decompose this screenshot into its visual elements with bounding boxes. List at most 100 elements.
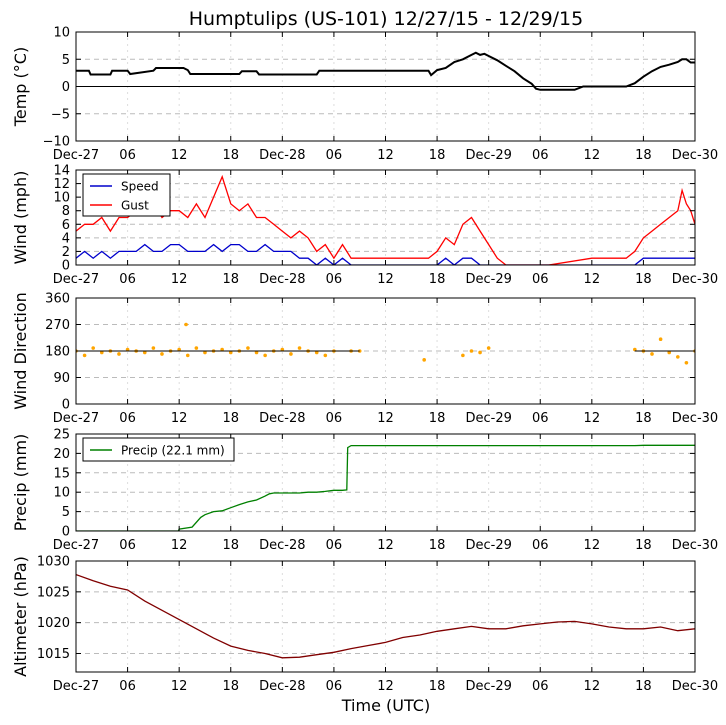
- x-tick-label: 12: [171, 148, 188, 163]
- x-tick-label: Dec-29: [465, 538, 511, 553]
- y-tick-label: 0: [62, 80, 70, 95]
- x-tick-label: 12: [584, 272, 601, 287]
- x-tick-label: Dec-30: [672, 272, 718, 287]
- y-tick-label: 12: [53, 177, 70, 192]
- data-point: [461, 353, 465, 358]
- x-tick-label: 18: [429, 148, 446, 163]
- y-axis-label: Temp (°C): [11, 47, 30, 127]
- x-tick-label: Dec-27: [53, 148, 99, 163]
- x-tick-label: 12: [171, 679, 188, 694]
- y-tick-label: 10: [53, 191, 70, 206]
- y-tick-label: 360: [45, 292, 70, 307]
- x-tick-label: 12: [584, 411, 601, 426]
- data-point: [684, 360, 689, 365]
- x-tick-label: Dec-27: [53, 272, 99, 287]
- data-point: [203, 350, 207, 355]
- y-tick-label: 10: [53, 486, 70, 501]
- series-line: [76, 573, 695, 659]
- x-tick-label: Dec-27: [53, 538, 99, 553]
- x-tick-label: Dec-30: [672, 679, 718, 694]
- data-point: [142, 350, 147, 355]
- x-tick-label: 12: [377, 679, 394, 694]
- x-tick-label: Dec-28: [259, 272, 305, 287]
- data-point: [650, 352, 654, 356]
- y-axis-label: Wind Direction: [11, 292, 30, 410]
- x-tick-label: 18: [635, 538, 652, 553]
- x-tick-label: 12: [377, 411, 394, 426]
- x-tick-label: 18: [222, 411, 239, 426]
- x-tick-label: 12: [377, 538, 394, 553]
- x-axis-label: Time (UTC): [341, 696, 430, 715]
- x-tick-label: Dec-29: [465, 148, 511, 163]
- x-tick-label: 18: [429, 411, 446, 426]
- y-tick-label: 1015: [37, 647, 70, 662]
- data-point: [667, 350, 672, 355]
- x-tick-label: 18: [635, 411, 652, 426]
- data-point: [228, 350, 233, 355]
- x-tick-label: 18: [635, 272, 652, 287]
- legend-label: Gust: [121, 199, 149, 213]
- x-tick-label: 06: [532, 538, 549, 553]
- panel-4: 1030 1025 1020 1015 Dec-27 06 12 18 Dec-28 06 12 18…: [11, 555, 718, 695]
- data-point: [357, 349, 362, 353]
- data-point: [185, 353, 190, 358]
- x-tick-label: 18: [429, 272, 446, 287]
- x-tick-label: Dec-30: [672, 538, 718, 553]
- y-tick-label: 90: [53, 371, 70, 386]
- y-tick-label: 15: [53, 466, 70, 481]
- x-tick-label: 06: [119, 679, 136, 694]
- series-line-speed: [76, 243, 695, 265]
- data-point: [263, 353, 267, 358]
- data-point: [246, 346, 250, 350]
- y-tick-label: 0: [62, 525, 70, 540]
- x-tick-label: 18: [429, 538, 446, 553]
- legend: Precip (22.1 mm): [82, 437, 235, 462]
- x-tick-label: Dec-27: [53, 679, 99, 694]
- data-point: [184, 322, 188, 327]
- y-tick-label: 20: [53, 447, 70, 462]
- data-point: [422, 358, 426, 362]
- y-axis-label: Precip (mm): [11, 434, 30, 532]
- data-point: [314, 350, 319, 355]
- x-tick-label: Dec-27: [53, 411, 99, 426]
- plot-area: [76, 51, 695, 91]
- x-tick-label: Dec-29: [465, 272, 511, 287]
- x-tick-label: Dec-29: [465, 411, 511, 426]
- series-line-precip: [76, 444, 695, 531]
- y-tick-label: −10: [43, 135, 70, 150]
- x-tick-label: 18: [222, 148, 239, 163]
- plot-area: [76, 573, 695, 659]
- data-point: [469, 349, 474, 353]
- y-tick-label: 0: [62, 259, 70, 274]
- chart-title: Humptulips (US-101) 12/27/15 - 12/29/15: [189, 8, 584, 30]
- legend-box: [82, 437, 235, 462]
- y-tick-label: 5: [62, 53, 70, 68]
- x-tick-label: 06: [326, 538, 343, 553]
- data-point: [125, 347, 130, 352]
- data-point: [280, 347, 285, 352]
- x-tick-label: 06: [532, 148, 549, 163]
- x-tick-label: 06: [532, 679, 549, 694]
- x-tick-label: 06: [119, 148, 136, 163]
- x-tick-label: 06: [326, 148, 343, 163]
- data-point: [323, 353, 328, 358]
- x-tick-label: 12: [584, 148, 601, 163]
- data-point: [91, 346, 95, 350]
- y-tick-label: 25: [53, 428, 70, 443]
- x-tick-label: 18: [635, 148, 652, 163]
- y-tick-label: 4: [62, 231, 70, 246]
- x-tick-label: 06: [326, 272, 343, 287]
- x-tick-label: Dec-30: [672, 148, 718, 163]
- x-tick-label: 06: [119, 538, 136, 553]
- y-tick-label: −5: [51, 107, 70, 122]
- y-tick-label: 1020: [37, 616, 70, 631]
- x-tick-label: Dec-30: [672, 411, 718, 426]
- y-tick-label: 1025: [37, 585, 70, 600]
- y-tick-label: 270: [45, 318, 70, 333]
- x-tick-label: 06: [326, 679, 343, 694]
- data-point: [478, 350, 482, 355]
